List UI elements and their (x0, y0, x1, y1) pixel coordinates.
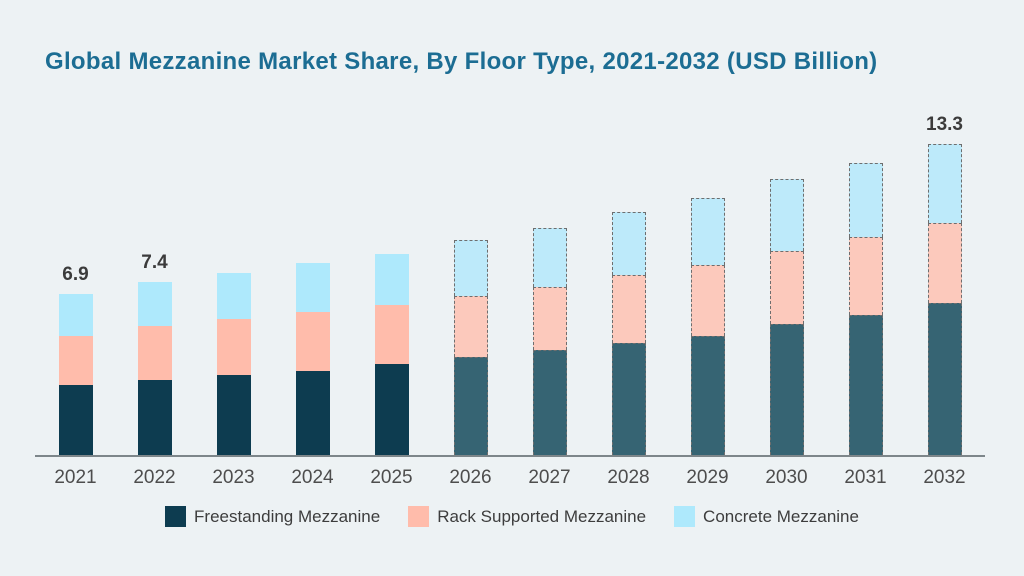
bar-2026 (453, 239, 488, 455)
bar-segment-concrete-2025 (374, 253, 409, 306)
bar-segment-rack-2029 (690, 265, 725, 336)
x-tick-label-2024: 2024 (291, 467, 334, 488)
bar-segment-rack-2031 (848, 237, 883, 315)
x-axis-line (35, 455, 985, 457)
x-tick-label-2032: 2032 (923, 467, 966, 488)
bar-segment-rack-2022 (137, 326, 172, 381)
bar-segment-concrete-2027 (532, 228, 567, 287)
legend: Freestanding Mezzanine Rack Supported Mez… (0, 506, 1024, 527)
x-tick-label-2027: 2027 (528, 467, 571, 488)
bar-segment-concrete-2024 (295, 263, 330, 313)
bar-segment-concrete-2021 (58, 293, 93, 336)
bar-segment-concrete-2032 (927, 143, 962, 224)
bar-segment-concrete-2029 (690, 197, 725, 266)
bar-2031 (848, 162, 883, 455)
x-tick-label-2026: 2026 (449, 467, 492, 488)
legend-label: Freestanding Mezzanine (194, 506, 381, 526)
bar-segment-concrete-2026 (453, 239, 488, 296)
x-tick-label-2030: 2030 (765, 467, 808, 488)
bar-2027 (532, 228, 567, 455)
x-tick-label-2025: 2025 (370, 467, 413, 488)
bar-segment-rack-2025 (374, 305, 409, 364)
bar-segment-rack-2024 (295, 312, 330, 371)
legend-item-2: Concrete Mezzanine (674, 506, 859, 527)
bar-2025 (374, 253, 409, 455)
x-tick-label-2021: 2021 (54, 467, 97, 488)
bar-2030 (769, 178, 804, 455)
legend-item-1: Rack Supported Mezzanine (408, 506, 646, 527)
bar-segment-freestanding-2024 (295, 370, 330, 455)
bar-total-label-2021: 6.9 (62, 263, 89, 285)
bar-total-label-2022: 7.4 (141, 251, 168, 273)
x-tick-label-2023: 2023 (212, 467, 255, 488)
legend-label: Concrete Mezzanine (703, 506, 859, 526)
bar-segment-freestanding-2031 (848, 314, 883, 455)
bar-segment-concrete-2028 (611, 211, 646, 275)
bar-2028 (611, 211, 646, 455)
bar-segment-freestanding-2022 (137, 380, 172, 455)
bar-segment-rack-2026 (453, 295, 488, 357)
bar-segment-concrete-2030 (769, 178, 804, 252)
legend-swatch-icon (408, 506, 430, 527)
bar-segment-freestanding-2026 (453, 356, 488, 455)
x-tick-label-2022: 2022 (133, 467, 176, 488)
bar-segment-concrete-2023 (216, 272, 251, 320)
bar-2022 (137, 281, 172, 455)
bar-segment-freestanding-2030 (769, 323, 804, 455)
bar-2029 (690, 197, 725, 455)
bar-segment-concrete-2022 (137, 281, 172, 327)
bar-segment-rack-2027 (532, 286, 567, 350)
legend-item-0: Freestanding Mezzanine (165, 506, 380, 527)
bar-segment-freestanding-2028 (611, 342, 646, 455)
bar-2024 (295, 263, 330, 455)
bar-segment-freestanding-2023 (216, 375, 251, 455)
bar-segment-rack-2030 (769, 251, 804, 324)
bar-2032 (927, 143, 962, 455)
x-tick-label-2031: 2031 (844, 467, 887, 488)
legend-swatch-icon (165, 506, 187, 527)
bar-total-label-2032: 13.3 (926, 113, 963, 135)
bar-2023 (216, 272, 251, 455)
bar-segment-freestanding-2029 (690, 335, 725, 455)
bar-segment-freestanding-2032 (927, 302, 962, 455)
bar-segment-rack-2021 (58, 335, 93, 385)
bar-segment-concrete-2031 (848, 162, 883, 238)
x-tick-label-2029: 2029 (686, 467, 729, 488)
bar-segment-rack-2023 (216, 319, 251, 376)
bar-2021 (58, 293, 93, 455)
bar-segment-rack-2028 (611, 274, 646, 343)
legend-label: Rack Supported Mezzanine (437, 506, 647, 526)
bar-segment-freestanding-2021 (58, 384, 93, 455)
x-tick-label-2028: 2028 (607, 467, 650, 488)
bar-segment-freestanding-2027 (532, 349, 567, 455)
bar-segment-freestanding-2025 (374, 363, 409, 455)
legend-swatch-icon (674, 506, 696, 527)
bar-segment-rack-2032 (927, 223, 962, 303)
chart-title: Global Mezzanine Market Share, By Floor … (45, 48, 878, 75)
